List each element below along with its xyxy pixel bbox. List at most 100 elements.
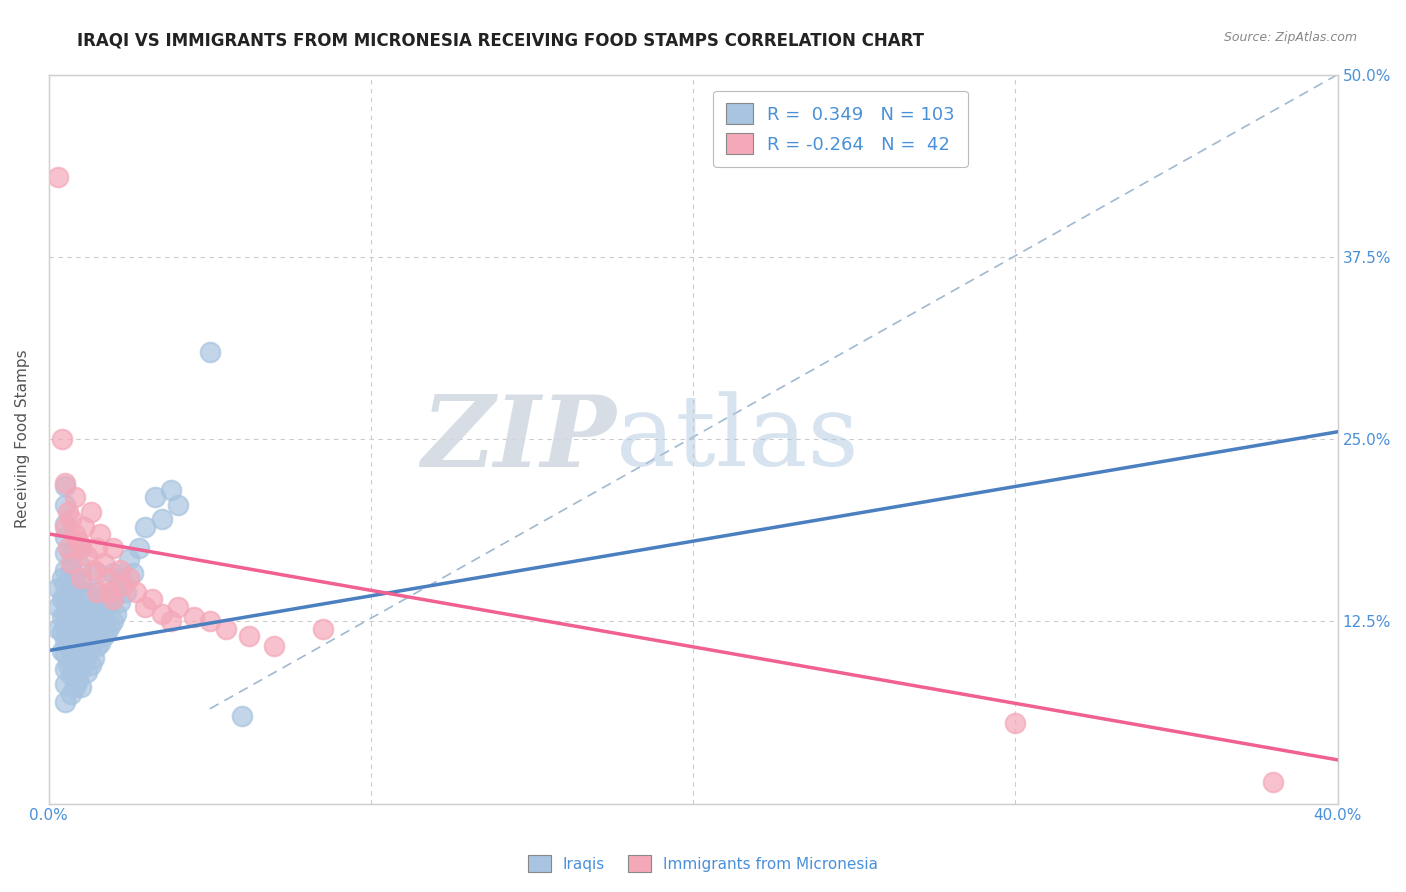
Point	[48, 169, 70, 184]
Legend: R =  0.349   N = 103, R = -0.264   N =  42: R = 0.349 N = 103, R = -0.264 N = 42	[713, 91, 967, 167]
Point	[53, 475, 76, 490]
Point	[48, 599, 70, 614]
Point	[76, 648, 98, 662]
Point	[63, 491, 86, 505]
Point	[60, 668, 83, 682]
Point	[83, 618, 105, 632]
Point	[89, 636, 111, 650]
Point	[98, 585, 121, 599]
Point	[66, 615, 89, 629]
Point	[83, 633, 105, 648]
Point	[311, 622, 333, 636]
Point	[63, 526, 86, 541]
Point	[70, 571, 93, 585]
Point	[150, 512, 173, 526]
Point	[86, 541, 108, 556]
Point	[70, 574, 93, 589]
Point	[53, 578, 76, 592]
Point	[53, 694, 76, 708]
Point	[63, 571, 86, 585]
Point	[79, 505, 101, 519]
Point	[83, 563, 105, 577]
Point	[93, 610, 115, 624]
Text: Source: ZipAtlas.com: Source: ZipAtlas.com	[1223, 31, 1357, 45]
Point	[70, 604, 93, 618]
Point	[86, 566, 108, 581]
Point	[238, 629, 260, 643]
Point	[53, 563, 76, 577]
Point	[53, 677, 76, 691]
Point	[70, 648, 93, 662]
Point	[60, 512, 83, 526]
Point	[79, 639, 101, 653]
Point	[1263, 774, 1285, 789]
Point	[53, 546, 76, 560]
Point	[51, 592, 73, 607]
Point	[53, 516, 76, 531]
Point	[56, 595, 79, 609]
Point	[53, 479, 76, 493]
Point	[48, 622, 70, 636]
Point	[60, 624, 83, 639]
Point	[76, 604, 98, 618]
Point	[125, 585, 148, 599]
Point	[83, 599, 105, 614]
Point	[63, 663, 86, 677]
Point	[76, 618, 98, 632]
Point	[56, 610, 79, 624]
Point	[134, 599, 156, 614]
Point	[63, 590, 86, 604]
Point	[60, 563, 83, 577]
Point	[56, 639, 79, 653]
Point	[60, 654, 83, 668]
Y-axis label: Receiving Food Stamps: Receiving Food Stamps	[15, 350, 30, 528]
Point	[63, 648, 86, 662]
Point	[53, 663, 76, 677]
Point	[51, 432, 73, 446]
Point	[51, 643, 73, 657]
Point	[66, 629, 89, 643]
Point	[183, 610, 205, 624]
Point	[166, 498, 188, 512]
Point	[118, 551, 141, 566]
Point	[63, 680, 86, 694]
Point	[60, 546, 83, 560]
Point	[105, 607, 128, 621]
Point	[76, 633, 98, 648]
Point	[105, 581, 128, 595]
Point	[53, 498, 76, 512]
Point	[141, 592, 163, 607]
Point	[76, 585, 98, 599]
Point	[111, 578, 134, 592]
Point	[66, 673, 89, 687]
Point	[70, 663, 93, 677]
Point	[79, 624, 101, 639]
Point	[56, 541, 79, 556]
Point	[98, 595, 121, 609]
Point	[86, 604, 108, 618]
Point	[66, 658, 89, 673]
Point	[53, 618, 76, 632]
Point	[93, 629, 115, 643]
Point	[60, 556, 83, 570]
Point	[63, 633, 86, 648]
Point	[60, 639, 83, 653]
Point	[53, 647, 76, 661]
Point	[60, 610, 83, 624]
Point	[76, 549, 98, 563]
Point	[70, 680, 93, 694]
Point	[56, 658, 79, 673]
Point	[108, 563, 131, 577]
Point	[93, 556, 115, 570]
Point	[86, 585, 108, 599]
Point	[56, 505, 79, 519]
Point	[89, 615, 111, 629]
Point	[60, 581, 83, 595]
Point	[103, 566, 125, 581]
Point	[53, 519, 76, 533]
Point	[60, 687, 83, 701]
Point	[53, 607, 76, 621]
Point	[70, 560, 93, 574]
Point	[70, 590, 93, 604]
Point	[96, 571, 118, 585]
